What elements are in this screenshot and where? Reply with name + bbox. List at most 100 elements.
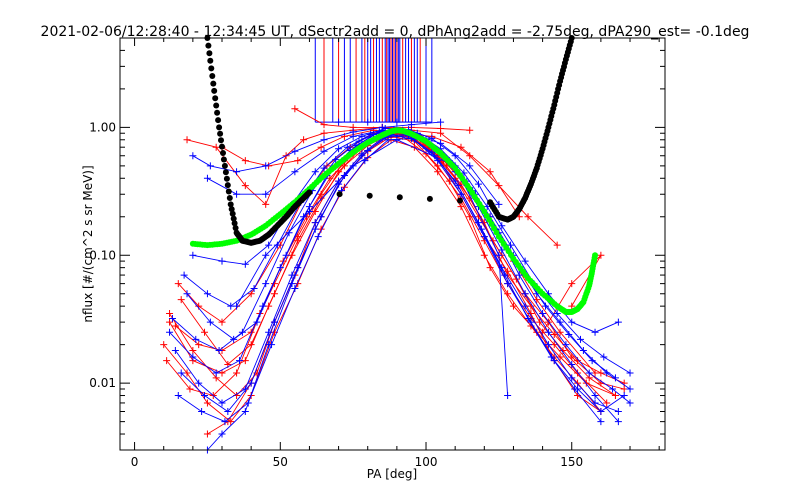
series-line [192, 121, 441, 173]
plus-marker [509, 302, 517, 310]
curve-dot [214, 109, 221, 116]
curve-dot [210, 80, 217, 87]
plus-marker [177, 296, 185, 304]
plus-marker [600, 353, 608, 361]
plus-marker [626, 385, 634, 393]
plus-marker [364, 146, 372, 154]
curve-dot [220, 150, 226, 156]
plus-marker [367, 130, 375, 138]
plus-marker [291, 147, 299, 155]
x-tick-label: 100 [415, 455, 438, 469]
series-line [163, 139, 602, 423]
plus-marker [305, 207, 313, 215]
plus-marker [609, 385, 617, 393]
plus-marker [556, 328, 564, 336]
plus-marker [457, 203, 465, 211]
plus-marker [163, 357, 171, 365]
plus-marker [221, 418, 229, 426]
plus-marker [320, 164, 328, 172]
plus-marker [241, 157, 249, 165]
plus-marker [189, 251, 197, 259]
plot-area-frame [119, 37, 666, 451]
plus-marker [466, 126, 474, 134]
plus-marker [527, 318, 535, 326]
plus-marker [218, 257, 226, 265]
plus-marker [241, 182, 249, 190]
plus-marker [568, 302, 576, 310]
plus-marker [192, 335, 200, 343]
plus-marker [591, 328, 599, 336]
plus-marker [224, 408, 232, 416]
y-tick-label: 0.01 [89, 376, 116, 390]
curve-dot [207, 57, 214, 64]
series-line [221, 129, 520, 218]
plus-marker [597, 251, 605, 259]
plus-marker [285, 229, 293, 237]
plus-marker [568, 280, 576, 288]
plus-marker [422, 118, 430, 126]
plus-marker [454, 182, 462, 190]
plus-marker [574, 369, 582, 377]
plus-marker [262, 251, 270, 259]
plus-marker [235, 357, 243, 365]
series-line-group [160, 105, 634, 454]
plus-marker [507, 241, 515, 249]
plus-marker [206, 318, 214, 326]
plus-marker [311, 225, 319, 233]
plus-marker [562, 341, 570, 349]
plus-marker [291, 168, 299, 176]
plus-marker [206, 162, 214, 170]
plus-marker [568, 318, 576, 326]
plus-marker [611, 392, 619, 400]
plus-marker [320, 129, 328, 137]
plus-marker [160, 341, 168, 349]
plus-marker [553, 310, 561, 318]
plus-marker [515, 271, 523, 279]
plus-marker [320, 136, 328, 144]
plus-marker [215, 346, 223, 354]
plus-marker [524, 315, 532, 323]
plus-marker [203, 174, 211, 182]
curve-dot [218, 137, 224, 144]
curve-dot [232, 225, 239, 231]
plus-marker [195, 379, 203, 387]
plus-marker [591, 399, 599, 407]
x-axis-label: PA [deg] [367, 467, 417, 481]
plus-marker [611, 374, 619, 382]
plus-marker [349, 162, 357, 170]
plus-marker [180, 271, 188, 279]
plus-marker [233, 190, 241, 198]
plus-marker [195, 341, 203, 349]
series-line [172, 130, 616, 379]
plus-marker [437, 125, 445, 133]
plus-marker [189, 353, 197, 361]
plus-marker [524, 213, 532, 221]
plus-marker [504, 290, 512, 298]
x-tick-label: 150 [560, 455, 583, 469]
curve-dot [223, 175, 230, 182]
plus-marker [591, 392, 599, 400]
plus-marker [521, 290, 529, 298]
plus-marker [504, 267, 512, 275]
plus-marker [498, 246, 506, 254]
plus-marker [244, 399, 252, 407]
plus-marker [171, 322, 179, 330]
plus-marker [203, 399, 211, 407]
plus-marker [233, 302, 241, 310]
plus-marker [588, 357, 596, 365]
curve-dot [205, 42, 212, 49]
curve-dot [396, 194, 403, 201]
curve-dot [231, 220, 238, 227]
plus-marker [247, 341, 255, 349]
plus-marker [262, 162, 270, 170]
curve-dot [457, 197, 463, 204]
plus-marker [521, 257, 529, 265]
plus-marker [486, 168, 494, 176]
curve-dot [592, 252, 599, 259]
plus-marker [626, 369, 634, 377]
plus-marker [241, 408, 249, 416]
plus-marker [553, 241, 561, 249]
curve-dot [220, 156, 227, 163]
series-line [236, 139, 509, 396]
